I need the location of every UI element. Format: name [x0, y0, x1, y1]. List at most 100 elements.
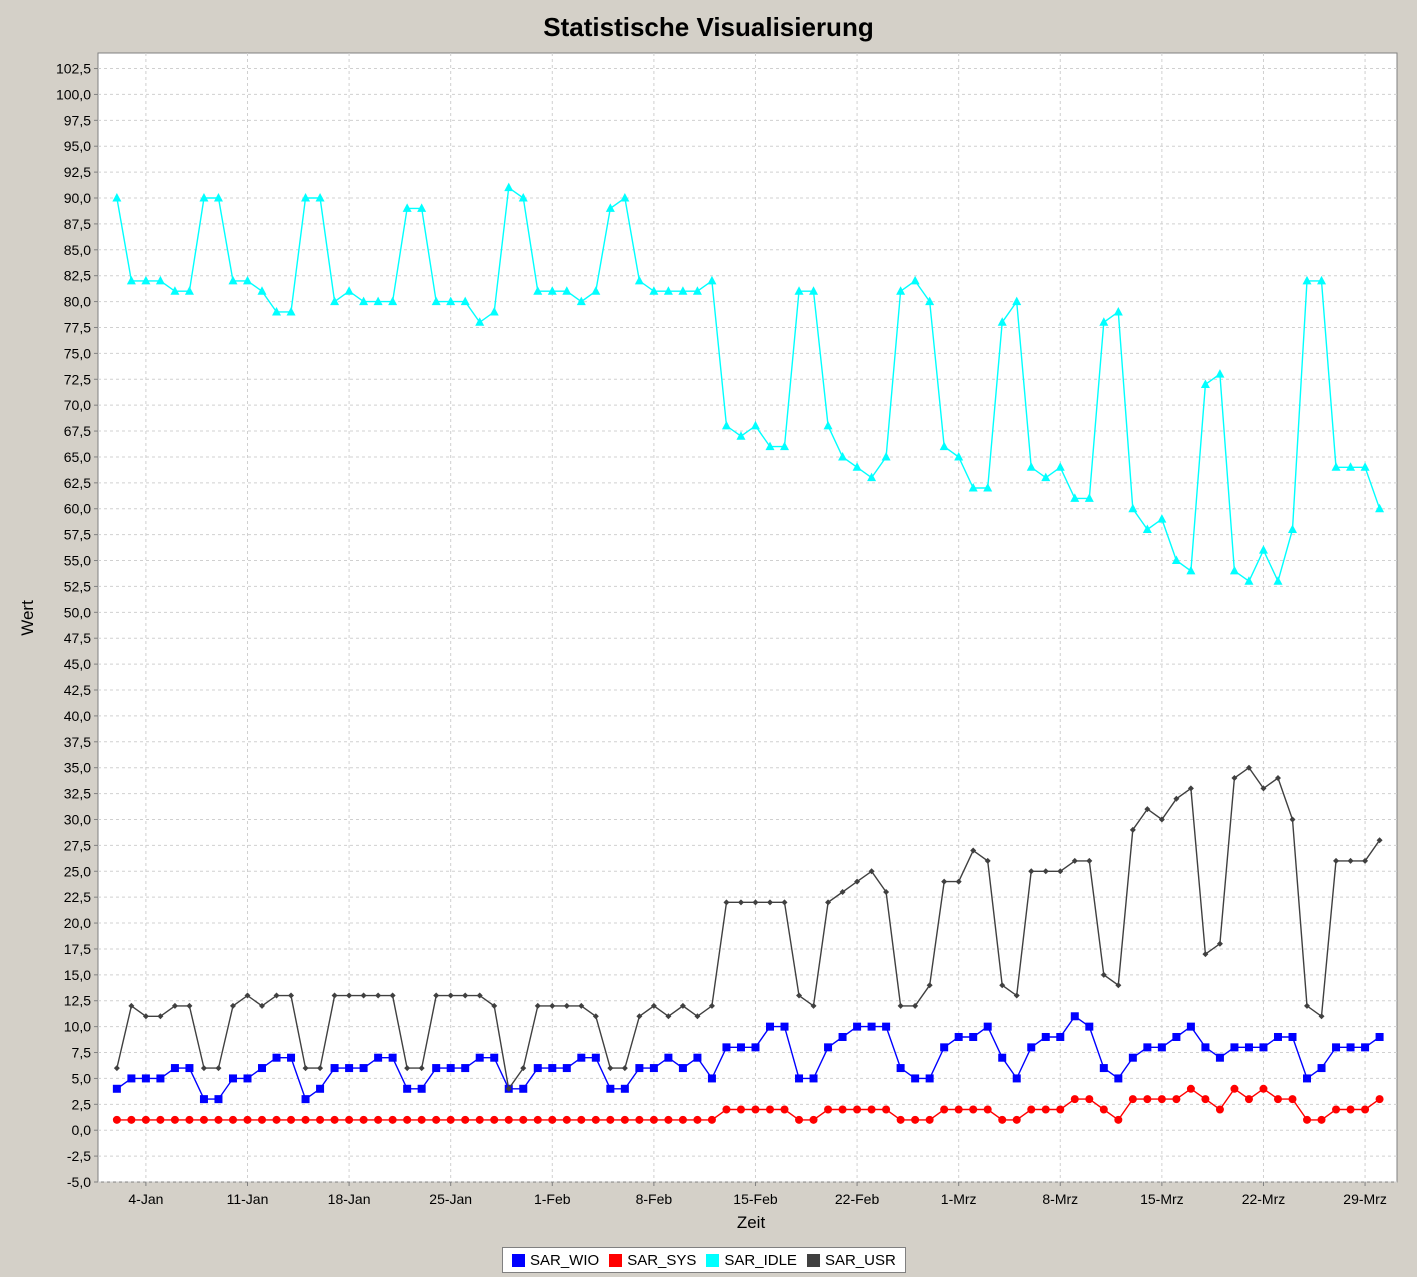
- series-sar-wio: [112, 1012, 1384, 1104]
- data-point: [896, 1064, 905, 1073]
- data-point: [272, 306, 282, 316]
- data-point: [126, 275, 136, 285]
- data-point: [636, 1013, 643, 1020]
- data-point: [1026, 462, 1036, 471]
- data-point: [736, 1105, 745, 1114]
- data-point: [607, 1065, 614, 1072]
- data-point: [1273, 576, 1283, 585]
- data-point: [765, 1105, 774, 1114]
- legend: SAR_WIO SAR_SYS SAR_IDLE SAR_USR: [502, 1247, 906, 1273]
- data-point: [330, 296, 340, 306]
- legend-item-sar-idle: SAR_IDLE: [706, 1252, 797, 1269]
- data-point: [1215, 1105, 1224, 1114]
- data-point: [315, 193, 325, 202]
- data-point: [418, 1065, 425, 1072]
- data-point: [839, 888, 846, 895]
- data-point: [665, 1013, 672, 1020]
- data-point: [795, 1115, 804, 1124]
- data-point: [1346, 1105, 1355, 1114]
- data-point: [824, 1105, 833, 1114]
- data-point: [578, 1002, 585, 1009]
- data-point: [301, 1115, 310, 1124]
- data-point: [897, 1002, 904, 1009]
- data-point: [941, 878, 948, 885]
- legend-label: SAR_IDLE: [724, 1251, 797, 1269]
- data-point: [1128, 1053, 1137, 1062]
- data-point: [156, 1115, 165, 1124]
- data-point: [954, 451, 964, 461]
- data-point: [112, 1084, 121, 1093]
- y-tick-label: 40,0: [64, 708, 91, 724]
- data-point: [229, 1002, 236, 1009]
- data-point: [664, 1115, 673, 1124]
- data-point: [432, 1115, 441, 1124]
- x-tick-label: 4-Jan: [128, 1191, 163, 1207]
- y-tick-label: 72,5: [64, 371, 91, 387]
- data-point: [1375, 503, 1385, 513]
- data-point: [489, 306, 499, 316]
- y-tick-label: 5,0: [72, 1070, 92, 1086]
- data-point: [1013, 992, 1020, 999]
- data-point: [403, 1084, 412, 1093]
- data-point: [1041, 472, 1051, 482]
- data-point: [156, 1074, 165, 1083]
- data-point: [780, 441, 790, 451]
- data-point: [954, 1032, 963, 1041]
- data-point: [678, 286, 688, 295]
- data-point: [1216, 940, 1223, 947]
- series-line: [116, 1087, 1381, 1121]
- data-point: [998, 1115, 1007, 1124]
- data-point: [562, 1115, 571, 1124]
- data-point: [155, 275, 165, 285]
- data-point: [562, 1064, 571, 1073]
- data-point: [374, 1053, 383, 1062]
- y-axis-label: Wert: [18, 600, 37, 636]
- y-tick-label: 70,0: [64, 397, 91, 413]
- data-point: [215, 1065, 222, 1072]
- data-point: [460, 296, 470, 306]
- data-point: [708, 1002, 715, 1009]
- data-point: [1172, 1032, 1181, 1041]
- data-point: [752, 899, 759, 906]
- data-point: [693, 1053, 702, 1062]
- data-point: [736, 1043, 745, 1052]
- data-point: [141, 275, 151, 285]
- data-point: [417, 1115, 426, 1124]
- data-point: [1173, 795, 1180, 802]
- data-point: [1303, 1115, 1312, 1124]
- data-point: [1331, 462, 1341, 471]
- data-point: [968, 483, 978, 492]
- data-point: [490, 1115, 499, 1124]
- data-point: [896, 1115, 905, 1124]
- y-tick-label: 100,0: [56, 86, 91, 102]
- data-point: [1028, 868, 1035, 875]
- data-point: [1085, 1095, 1094, 1104]
- data-point: [446, 1064, 455, 1073]
- data-point: [1215, 369, 1225, 378]
- data-point: [1244, 1043, 1253, 1052]
- data-point: [1057, 868, 1064, 875]
- legend-swatch: [512, 1253, 525, 1267]
- data-point: [417, 1084, 426, 1093]
- data-point: [939, 441, 949, 451]
- legend-swatch: [706, 1253, 720, 1267]
- data-point: [345, 1064, 354, 1073]
- data-point: [750, 420, 760, 430]
- data-point: [984, 857, 991, 864]
- legend-item-sar-sys: SAR_SYS: [609, 1252, 696, 1269]
- data-point: [1128, 503, 1138, 513]
- data-point: [577, 1115, 586, 1124]
- data-point: [504, 182, 514, 192]
- data-point: [388, 1053, 397, 1062]
- data-point: [548, 1064, 557, 1073]
- data-point: [1012, 1115, 1021, 1124]
- data-point: [999, 982, 1006, 989]
- data-point: [243, 1115, 252, 1124]
- data-point: [157, 1013, 164, 1020]
- data-point: [1071, 857, 1078, 864]
- data-point: [170, 1115, 179, 1124]
- data-point: [286, 306, 296, 316]
- data-point: [1244, 1095, 1253, 1104]
- data-point: [867, 1105, 876, 1114]
- data-point: [548, 1115, 557, 1124]
